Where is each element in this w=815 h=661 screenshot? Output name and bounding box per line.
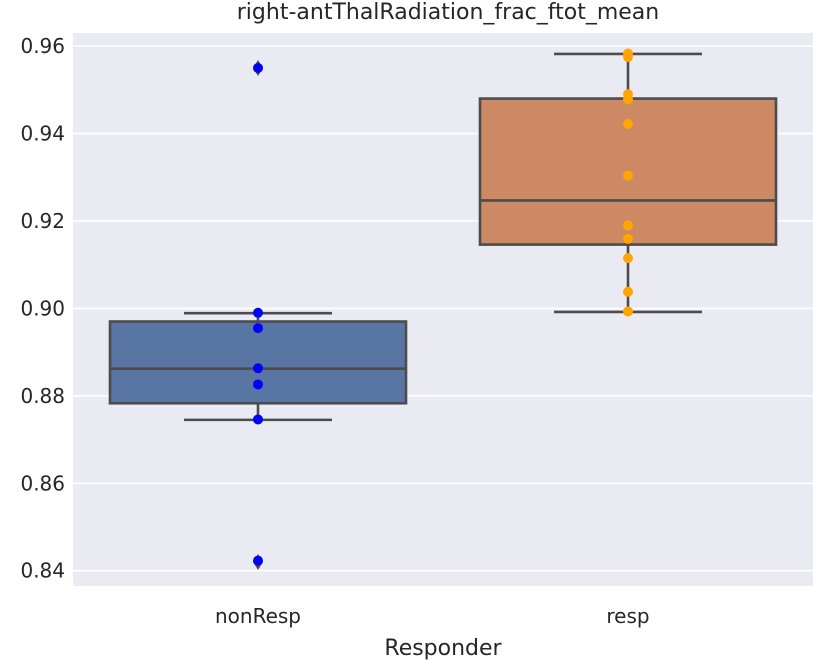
data-point [253,323,263,334]
data-point [253,379,263,390]
data-point [623,306,633,317]
data-point [623,286,633,297]
y-tick-label: 0.94 [20,122,65,146]
data-point [623,170,633,181]
data-point [253,555,263,566]
y-tick-label: 0.84 [20,559,65,583]
data-points [253,48,633,566]
data-point [623,118,633,129]
y-tick-label: 0.96 [20,34,65,58]
data-point [623,220,633,231]
y-axis-ticks: 0.84 0.86 0.88 0.90 0.92 0.94 0.96 [20,34,65,583]
x-tick-label: resp [606,604,649,628]
data-point [253,414,263,425]
data-point [623,253,633,264]
data-point [253,307,263,318]
x-axis-ticks: nonResp resp [215,604,650,628]
data-point [623,52,633,63]
x-axis-label: Responder [384,636,502,661]
box-iqr [108,320,408,405]
y-tick-label: 0.90 [20,296,65,320]
y-tick-label: 0.86 [20,471,65,495]
data-point [253,363,263,374]
y-tick-label: 0.92 [20,209,65,233]
data-point [253,62,263,73]
y-tick-label: 0.88 [20,384,65,408]
data-point [623,94,633,105]
x-tick-label: nonResp [215,604,301,628]
chart-title: right-antThalRadiation_frac_ftot_mean [237,0,659,25]
data-point [623,233,633,244]
